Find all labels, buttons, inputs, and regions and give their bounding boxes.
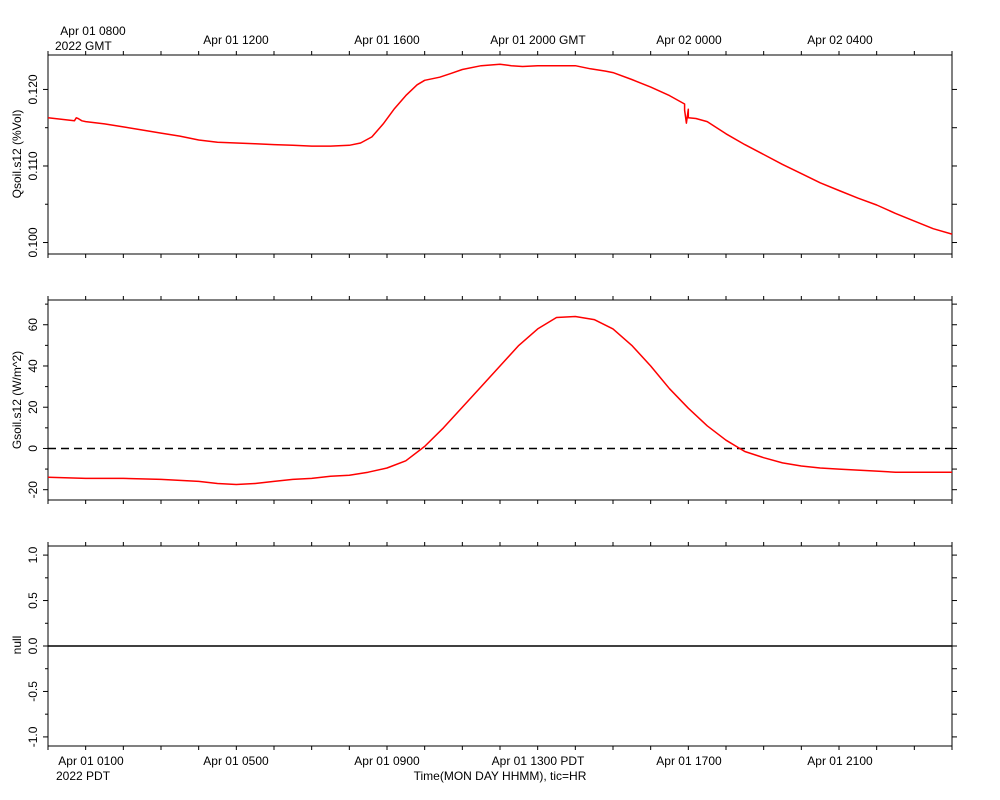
pdt-tick-label: Apr 01 0500 — [203, 754, 269, 768]
series-line — [47, 63, 953, 235]
y-tick-label: -1.0 — [26, 726, 40, 747]
gmt-tick-label: Apr 02 0400 — [807, 33, 873, 47]
gmt-time-axis: Apr 01 0800 2022 GMT Apr 01 1200 Apr 01 … — [55, 24, 873, 53]
pdt-tick-label: Apr 01 0100 — [58, 754, 124, 768]
x-axis-label: Time(MON DAY HHMM), tic=HR — [414, 769, 587, 783]
y-tick-label: 0.5 — [26, 592, 40, 609]
qsoil-ylabel: Qsoil.s12 (%Vol) — [10, 110, 24, 199]
gsoil-ylabel: Gsoil.s12 (W/m^2) — [10, 351, 24, 449]
y-tick-label: 60 — [26, 318, 40, 332]
pdt-year-label: 2022 PDT — [56, 769, 111, 783]
pdt-tick-label: Apr 01 1300 PDT — [492, 754, 585, 768]
y-tick-label: 0.110 — [26, 151, 40, 180]
y-tick-label: 0 — [26, 445, 40, 452]
pdt-time-axis: Apr 01 0100 2022 PDT Apr 01 0500 Apr 01 … — [56, 754, 873, 783]
gmt-tick-label: Apr 01 2000 GMT — [490, 33, 586, 47]
y-tick-label: 20 — [26, 400, 40, 414]
y-tick-label: 0.0 — [26, 637, 40, 654]
gmt-tick-label: Apr 01 1600 — [354, 33, 420, 47]
gmt-tick-label: Apr 02 0000 — [656, 33, 722, 47]
pdt-tick-label: Apr 01 0900 — [354, 754, 420, 768]
series-line — [47, 315, 952, 486]
gmt-tick-label: Apr 01 0800 — [60, 24, 126, 38]
y-tick-label: 1.0 — [26, 546, 40, 563]
pdt-tick-label: Apr 01 1700 — [656, 754, 722, 768]
y-tick-label: -0.5 — [26, 681, 40, 702]
plot-frame — [47, 299, 953, 501]
plot-frame — [47, 54, 953, 255]
y-tick-label: 0.120 — [26, 74, 40, 104]
y-tick-label: -20 — [26, 481, 40, 499]
pdt-tick-label: Apr 01 2100 — [807, 754, 873, 768]
null-panel: -1.0 -0.5 0.0 0.5 1.0 — [26, 542, 957, 750]
y-tick-label: 0.100 — [26, 227, 40, 257]
gsoil-panel: -20 0 20 40 60 — [26, 296, 957, 504]
qsoil-panel: 0.100 0.110 0.120 — [26, 51, 957, 258]
gmt-year-label: 2022 GMT — [55, 39, 112, 53]
gmt-tick-label: Apr 01 1200 — [203, 33, 269, 47]
null-ylabel: null — [10, 636, 24, 655]
y-tick-label: 40 — [26, 359, 40, 373]
